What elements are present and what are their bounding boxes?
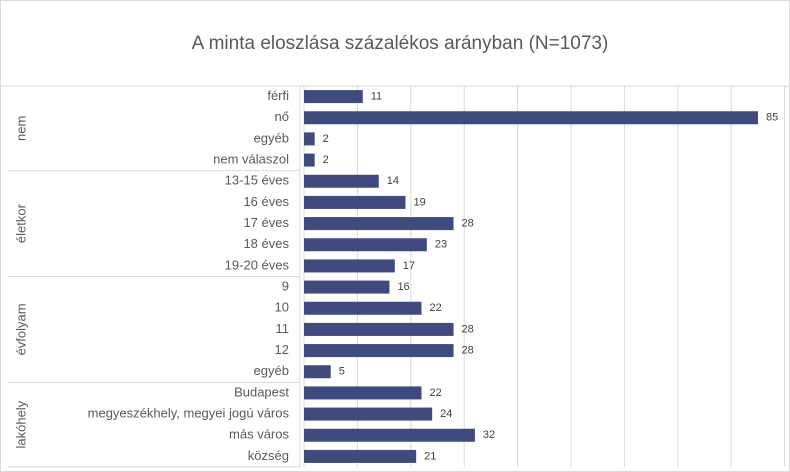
bar bbox=[304, 153, 315, 167]
y-tick-label: község bbox=[248, 448, 289, 463]
bar bbox=[304, 344, 454, 358]
value-label: 2 bbox=[323, 154, 329, 166]
y-tick-label: nem válaszol bbox=[213, 152, 289, 167]
y-tick-label: Budapest bbox=[234, 384, 289, 399]
value-label: 19 bbox=[413, 196, 425, 208]
value-label: 22 bbox=[429, 387, 441, 399]
y-tick-label: egyéb bbox=[254, 363, 289, 378]
value-label: 17 bbox=[403, 260, 415, 272]
group-label: évfolyam bbox=[13, 303, 28, 355]
value-label: 28 bbox=[462, 217, 474, 229]
chart-title: A minta eloszlása százalékos arányban (N… bbox=[192, 33, 609, 54]
value-label: 32 bbox=[483, 429, 495, 441]
bar bbox=[304, 280, 390, 294]
bar bbox=[304, 365, 331, 379]
value-label: 22 bbox=[429, 302, 441, 314]
y-tick-label: megyeszékhely, megyei jogú város bbox=[88, 406, 290, 421]
group-label: nem bbox=[13, 116, 28, 141]
bar bbox=[304, 111, 758, 125]
y-tick-label: 12 bbox=[275, 342, 289, 357]
value-label: 11 bbox=[371, 90, 382, 102]
group-label: életkor bbox=[13, 203, 28, 243]
bar bbox=[304, 195, 406, 209]
y-tick-label: 11 bbox=[276, 321, 290, 336]
bar bbox=[304, 449, 417, 463]
y-tick-label: más város bbox=[229, 427, 289, 442]
y-tick-label: nő bbox=[275, 109, 289, 124]
y-tick-label: 16 éves bbox=[243, 194, 289, 209]
value-label: 23 bbox=[435, 239, 447, 251]
y-tick-label: férfi bbox=[267, 88, 289, 103]
bar bbox=[304, 132, 315, 146]
y-tick-label: egyéb bbox=[254, 130, 289, 145]
y-tick-label: 10 bbox=[275, 300, 289, 315]
group-label: lakóhely bbox=[13, 400, 28, 448]
y-tick-label: 17 éves bbox=[243, 215, 289, 230]
value-label: 28 bbox=[462, 344, 474, 356]
bar bbox=[304, 259, 395, 273]
bar bbox=[304, 386, 422, 400]
value-label: 5 bbox=[339, 366, 345, 378]
bar bbox=[304, 407, 433, 421]
value-label: 85 bbox=[766, 112, 778, 124]
bar bbox=[304, 238, 427, 252]
value-label: 16 bbox=[397, 281, 409, 293]
value-label: 24 bbox=[440, 408, 452, 420]
y-tick-label: 19-20 éves bbox=[225, 257, 290, 272]
value-label: 28 bbox=[462, 323, 474, 335]
bar bbox=[304, 217, 454, 231]
value-label: 21 bbox=[424, 450, 436, 462]
y-tick-label: 9 bbox=[282, 279, 289, 294]
bar bbox=[304, 90, 363, 104]
y-tick-label: 18 éves bbox=[243, 236, 289, 251]
bar bbox=[304, 301, 422, 315]
bar bbox=[304, 174, 379, 188]
bar bbox=[304, 322, 454, 336]
bar bbox=[304, 428, 475, 442]
value-label: 2 bbox=[323, 133, 329, 145]
value-label: 14 bbox=[387, 175, 399, 187]
y-tick-label: 13-15 éves bbox=[225, 173, 290, 188]
